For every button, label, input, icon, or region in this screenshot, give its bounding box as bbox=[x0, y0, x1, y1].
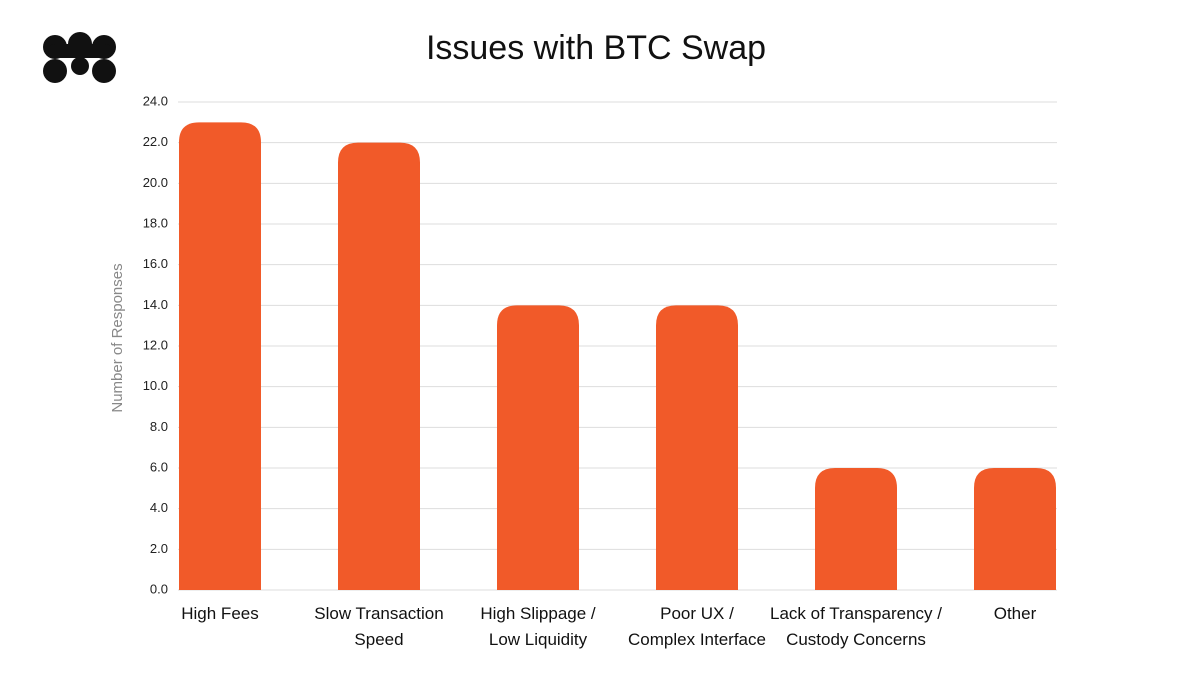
y-tick-label: 14.0 bbox=[143, 297, 168, 312]
y-tick-label: 8.0 bbox=[150, 419, 168, 434]
x-tick-label: High Fees bbox=[181, 604, 259, 623]
y-tick-label: 2.0 bbox=[150, 541, 168, 556]
bar bbox=[338, 142, 420, 590]
logo bbox=[43, 32, 116, 83]
x-tick-label: Poor UX / Complex Interface bbox=[628, 604, 766, 649]
y-tick-label: 0.0 bbox=[150, 581, 168, 596]
bar bbox=[656, 305, 738, 590]
y-tick-label: 4.0 bbox=[150, 500, 168, 515]
x-tick-label: Slow Transaction Speed bbox=[314, 604, 444, 649]
y-tick-label: 22.0 bbox=[143, 134, 168, 149]
y-tick-label: 6.0 bbox=[150, 459, 168, 474]
y-tick-label: 12.0 bbox=[143, 337, 168, 352]
y-tick-label: 20.0 bbox=[143, 175, 168, 190]
bar bbox=[497, 305, 579, 590]
y-tick-label: 24.0 bbox=[143, 93, 168, 108]
bar bbox=[179, 122, 261, 590]
bar bbox=[815, 468, 897, 590]
bar bbox=[974, 468, 1056, 590]
x-tick-label: High Slippage / Low Liquidity bbox=[480, 604, 596, 649]
x-tick-label: Lack of Transparency / Custody Concerns bbox=[770, 604, 942, 649]
y-tick-label: 16.0 bbox=[143, 256, 168, 271]
y-tick-label: 10.0 bbox=[143, 378, 168, 393]
x-tick-label: Other bbox=[993, 604, 1037, 623]
chart-title: Issues with BTC Swap bbox=[426, 29, 766, 67]
y-tick-label: 18.0 bbox=[143, 215, 168, 230]
y-axis-label: Number of Responses bbox=[109, 263, 126, 412]
